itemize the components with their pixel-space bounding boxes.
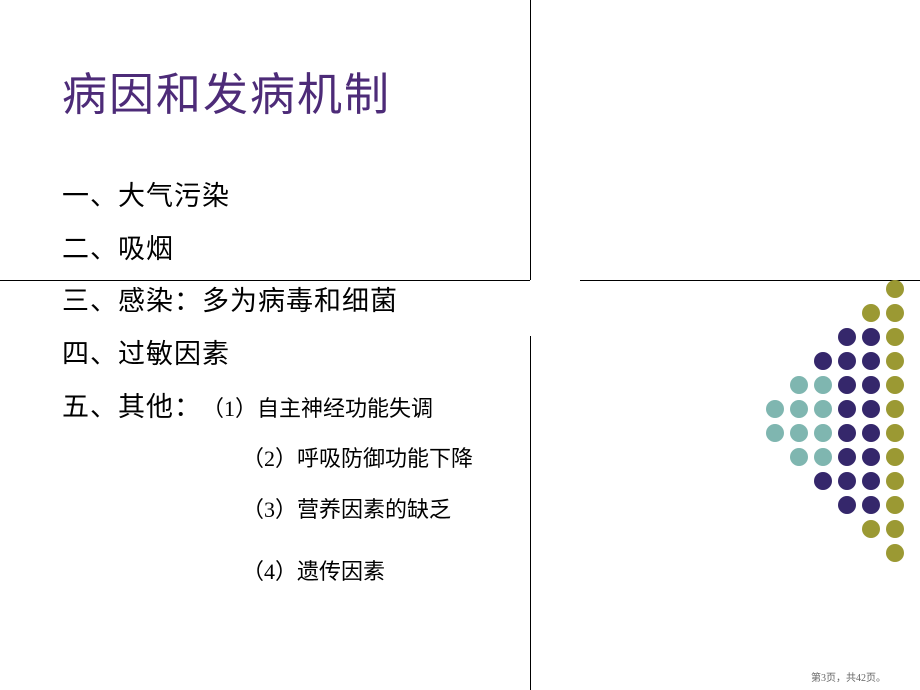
dot-icon — [886, 304, 904, 322]
sub-list: （2）呼吸防御功能下降 （3）营养因素的缺乏 （4）遗传因素 — [242, 434, 662, 598]
dot-icon — [838, 400, 856, 418]
dot-icon — [862, 448, 880, 466]
dot-row — [718, 544, 904, 562]
dot-row — [718, 328, 904, 346]
dot-decoration — [718, 280, 904, 568]
dot-row — [718, 352, 904, 370]
dot-row — [718, 424, 904, 442]
dot-icon — [814, 376, 832, 394]
sub-list-item: （4）遗传因素 — [242, 547, 662, 598]
dot-icon — [886, 376, 904, 394]
dot-icon — [862, 400, 880, 418]
list-item: 五、其他： — [62, 381, 202, 434]
dot-row — [718, 280, 904, 298]
dot-icon — [814, 424, 832, 442]
dot-icon — [862, 472, 880, 490]
dot-row — [718, 400, 904, 418]
dot-icon — [790, 448, 808, 466]
dot-row — [718, 448, 904, 466]
list-item-with-sub: 五、其他： （1）自主神经功能失调 — [62, 381, 662, 435]
dot-row — [718, 304, 904, 322]
list-item: 二、吸烟 — [62, 223, 662, 276]
dot-row — [718, 520, 904, 538]
dot-icon — [790, 400, 808, 418]
dot-icon — [886, 496, 904, 514]
dot-icon — [862, 424, 880, 442]
list-item: 一、大气污染 — [62, 170, 662, 223]
dot-row — [718, 496, 904, 514]
dot-icon — [862, 376, 880, 394]
list-item: 三、感染：多为病毒和细菌 — [62, 275, 662, 328]
dot-icon — [838, 376, 856, 394]
dot-icon — [862, 352, 880, 370]
dot-icon — [838, 448, 856, 466]
dot-icon — [838, 352, 856, 370]
dot-icon — [862, 496, 880, 514]
dot-icon — [886, 520, 904, 538]
sub-list-item: （2）呼吸防御功能下降 — [242, 434, 662, 485]
dot-icon — [862, 520, 880, 538]
dot-icon — [814, 448, 832, 466]
dot-row — [718, 472, 904, 490]
dot-icon — [886, 280, 904, 298]
dot-icon — [814, 400, 832, 418]
dot-icon — [886, 448, 904, 466]
dot-icon — [838, 496, 856, 514]
dot-icon — [862, 328, 880, 346]
content-area: 一、大气污染 二、吸烟 三、感染：多为病毒和细菌 四、过敏因素 五、其他： （1… — [62, 170, 662, 598]
dot-icon — [790, 424, 808, 442]
dot-icon — [766, 424, 784, 442]
dot-icon — [886, 400, 904, 418]
dot-icon — [886, 328, 904, 346]
dot-icon — [838, 424, 856, 442]
dot-icon — [886, 352, 904, 370]
page-footer: 第3页，共42页。 — [811, 669, 886, 684]
dot-row — [718, 376, 904, 394]
dot-icon — [886, 424, 904, 442]
list-item: 四、过敏因素 — [62, 328, 662, 381]
dot-icon — [814, 472, 832, 490]
slide-title: 病因和发病机制 — [62, 58, 391, 123]
dot-icon — [766, 400, 784, 418]
dot-icon — [814, 352, 832, 370]
sub-list-item: （1）自主神经功能失调 — [202, 384, 433, 435]
dot-icon — [886, 544, 904, 562]
dot-icon — [862, 304, 880, 322]
sub-list-item: （3）营养因素的缺乏 — [242, 485, 662, 536]
dot-icon — [838, 472, 856, 490]
dot-icon — [886, 472, 904, 490]
slide: 病因和发病机制 一、大气污染 二、吸烟 三、感染：多为病毒和细菌 四、过敏因素 … — [0, 0, 920, 690]
dot-icon — [790, 376, 808, 394]
dot-icon — [838, 328, 856, 346]
